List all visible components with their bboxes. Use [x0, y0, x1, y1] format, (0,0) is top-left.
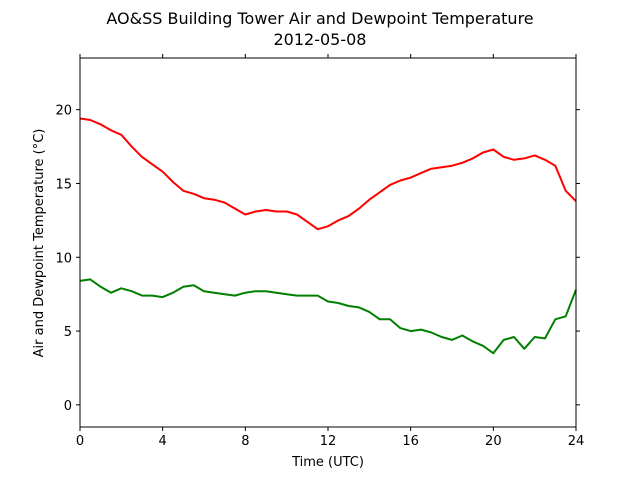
chart-title: AO&SS Building Tower Air and Dewpoint Te…: [106, 9, 533, 28]
ticks-group: 0 4 8 12 16 20 24 0 5 10 15 20: [55, 54, 584, 449]
plot-frame: [79, 57, 577, 428]
y-tick-label: 20: [55, 104, 72, 119]
x-tick-label: 4: [159, 434, 167, 449]
y-axis-label: Air and Dewpoint Temperature (°C): [32, 129, 47, 358]
x-tick-label: 20: [485, 434, 502, 449]
y-tick-label: 10: [55, 251, 72, 266]
x-tick-label: 24: [568, 434, 585, 449]
series-line-2: [79, 278, 577, 355]
series-group: [79, 117, 577, 355]
x-tick-label: 12: [320, 434, 337, 449]
x-axis-label: Time (UTC): [291, 455, 364, 470]
y-tick-label: 15: [55, 177, 72, 192]
x-tick-label: 8: [241, 434, 249, 449]
chart-subtitle: 2012-05-08: [274, 30, 367, 49]
x-tick-label: 0: [76, 434, 84, 449]
y-tick-label: 5: [64, 325, 72, 340]
x-tick-label: 16: [402, 434, 419, 449]
series-line-1: [79, 117, 577, 231]
y-tick-label: 0: [64, 399, 72, 414]
